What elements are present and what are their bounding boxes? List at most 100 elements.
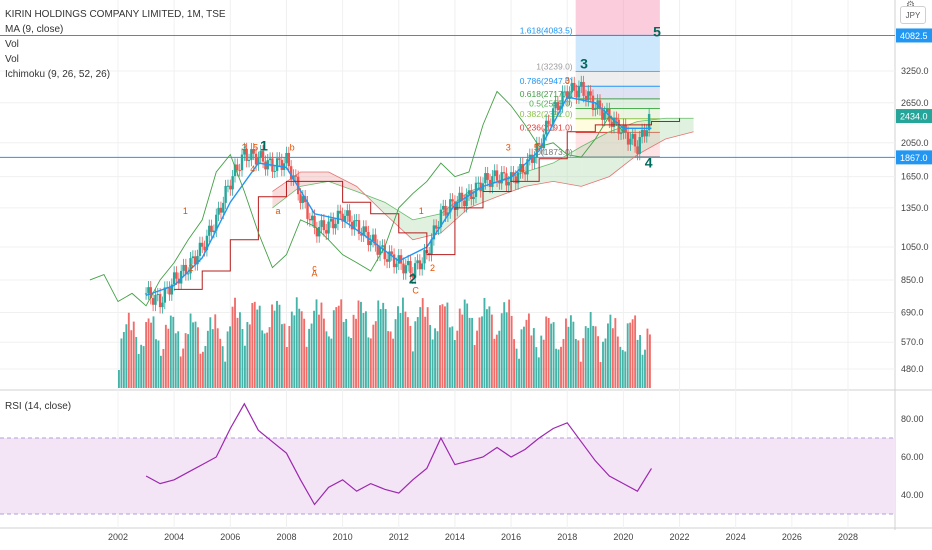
fib-level-label: 0.5(2555.0) <box>529 98 573 108</box>
volume-bar <box>518 358 520 388</box>
volume-bar <box>167 328 170 388</box>
candle-body <box>189 258 192 274</box>
volume-bar <box>157 340 160 388</box>
candle-body <box>512 172 515 177</box>
candle-body <box>381 245 384 247</box>
candle-body <box>587 91 590 101</box>
candle-body <box>357 220 361 234</box>
volume-bar <box>246 322 249 388</box>
volume-bar <box>322 318 325 388</box>
x-tick-label: 2008 <box>276 532 296 542</box>
candle-body <box>631 134 634 139</box>
volume-bar <box>276 300 278 388</box>
volume-bar <box>485 309 488 388</box>
y-tick-label: 480.0 <box>901 364 924 374</box>
volume-bar <box>409 325 412 388</box>
candle-body <box>584 95 588 101</box>
volume-bar <box>584 326 587 388</box>
volume-bar <box>399 313 402 388</box>
vol-indicator-label[interactable]: Vol <box>5 39 19 50</box>
candle-body <box>449 199 452 213</box>
volume-bar <box>332 310 335 388</box>
volume-bar <box>189 313 192 388</box>
candle-body <box>212 230 216 233</box>
candle-body <box>182 264 185 271</box>
volume-bar <box>150 322 152 388</box>
candle-body <box>547 120 550 125</box>
candle-body <box>535 142 539 158</box>
x-tick-label: 2010 <box>333 532 353 542</box>
candle-body <box>570 82 574 93</box>
x-tick-label: 2012 <box>389 532 409 542</box>
candle-body <box>371 234 375 242</box>
volume-bar <box>478 317 481 388</box>
volume-bar <box>192 322 194 388</box>
volume-bar <box>345 318 348 388</box>
volume-bar <box>473 344 476 388</box>
candle-body <box>172 272 176 285</box>
candle-body <box>498 180 501 184</box>
candle-body <box>514 176 517 184</box>
volume-bar <box>283 323 286 388</box>
volume-bar <box>350 338 353 388</box>
candle-body <box>292 175 295 180</box>
volume-bar <box>500 313 503 388</box>
candle-body <box>645 130 648 137</box>
elliott-minor-label: 2 <box>188 263 193 273</box>
settings-icon[interactable]: ⚙ <box>906 0 915 11</box>
candle-body <box>336 210 340 224</box>
volume-bar <box>461 314 464 388</box>
rsi-indicator-label[interactable]: RSI (14, close) <box>5 401 72 412</box>
elliott-minor-label: 1 <box>419 206 424 216</box>
volume-bar <box>448 327 451 388</box>
candle-body <box>254 153 258 165</box>
candle-body <box>168 287 171 295</box>
candle-body <box>329 218 333 222</box>
volume-bar <box>305 346 308 388</box>
volume-bar <box>377 300 380 388</box>
candle-body <box>575 90 578 98</box>
volume-bar <box>273 310 276 388</box>
vol-indicator-label-2[interactable]: Vol <box>5 54 19 65</box>
volume-bar <box>560 346 562 388</box>
candle-body <box>250 149 253 160</box>
candle-body <box>240 154 244 171</box>
candle-body <box>472 196 475 200</box>
volume-bar <box>231 306 234 388</box>
volume-bar <box>441 304 444 388</box>
candle-body <box>615 117 618 120</box>
candle-body <box>179 270 183 284</box>
candle-body <box>287 152 291 167</box>
candle-body <box>404 265 407 274</box>
elliott-minor-label: 2 <box>430 263 435 273</box>
fib-level-label: 1(3239.0) <box>536 62 573 72</box>
elliott-primary-label: 5 <box>653 24 661 40</box>
currency-button[interactable]: JPY <box>900 6 926 24</box>
candle-body <box>458 192 461 203</box>
candle-body <box>144 293 148 295</box>
ichimoku-indicator-label[interactable]: Ichimoku (9, 26, 52, 26) <box>5 69 111 80</box>
volume-bar <box>248 324 251 388</box>
volume-bar <box>162 348 165 388</box>
fib-zone <box>575 98 660 109</box>
candle-body <box>226 185 230 187</box>
candle-body <box>339 210 342 214</box>
volume-bar <box>374 321 377 388</box>
candle-body <box>523 172 527 175</box>
candle-body <box>217 207 220 215</box>
ma-indicator-label[interactable]: MA (9, close) <box>5 24 64 35</box>
volume-bar <box>495 334 498 388</box>
candle-body <box>544 120 548 135</box>
volume-bar <box>182 348 185 388</box>
volume-bar <box>634 315 637 388</box>
candle-body <box>163 287 166 303</box>
candle-body <box>341 213 344 222</box>
volume-bar <box>641 354 644 388</box>
elliott-minor-label: b <box>290 143 295 153</box>
x-tick-label: 2016 <box>501 532 521 542</box>
volume-bar <box>481 316 483 388</box>
candle-body <box>577 86 581 98</box>
candle-body <box>369 241 372 246</box>
price-label-text: 1867.0 <box>900 153 928 163</box>
